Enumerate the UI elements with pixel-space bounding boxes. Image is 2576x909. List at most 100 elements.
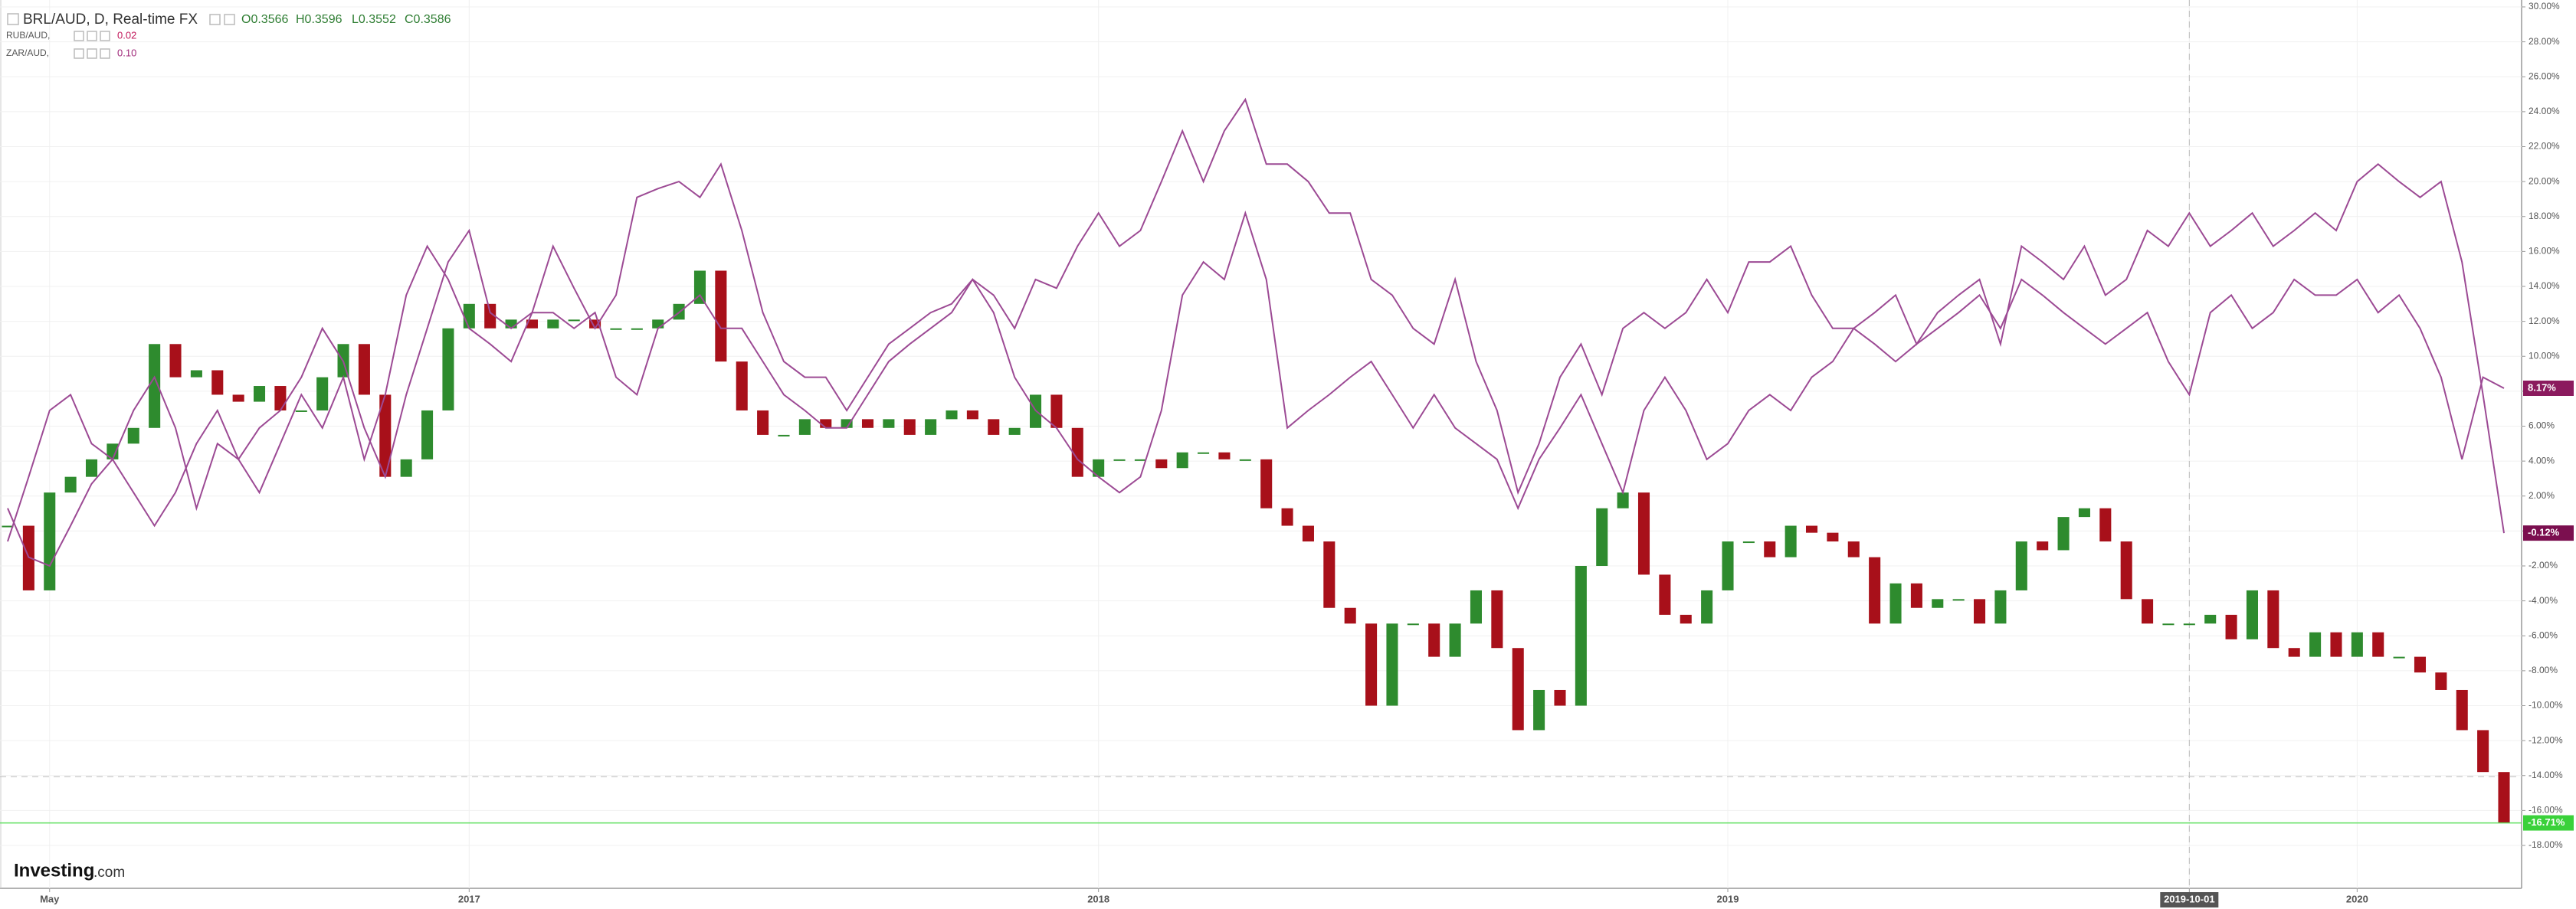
legend-label: RUB/AUD, xyxy=(6,30,50,41)
candle xyxy=(1764,541,1776,557)
candle xyxy=(589,319,601,329)
y-tick-label: 10.00% xyxy=(2528,350,2560,361)
candle xyxy=(211,370,224,395)
x-tick-label: 2019 xyxy=(1717,893,1739,904)
candle xyxy=(861,419,874,428)
candle xyxy=(1952,599,1965,601)
candle xyxy=(798,419,811,435)
legend-button[interactable] xyxy=(209,14,221,25)
candle xyxy=(379,394,392,477)
y-tick-label: 16.00% xyxy=(2528,246,2560,257)
candle xyxy=(1323,541,1336,608)
series-line xyxy=(7,210,2505,567)
candle xyxy=(442,328,454,410)
value-label: -0.12% xyxy=(2528,527,2560,538)
candle xyxy=(1533,689,1545,731)
value-badge xyxy=(2523,815,2574,831)
candle xyxy=(2162,623,2175,626)
y-tick-label: 12.00% xyxy=(2528,316,2560,326)
y-tick-label: -10.00% xyxy=(2528,700,2563,711)
candle xyxy=(2393,656,2405,659)
candle xyxy=(652,319,664,329)
candle xyxy=(254,386,266,402)
candle xyxy=(2435,672,2447,690)
y-tick-label: 6.00% xyxy=(2528,420,2555,431)
y-tick-label: -6.00% xyxy=(2528,629,2558,640)
candle xyxy=(2183,623,2195,626)
candle xyxy=(903,419,916,435)
crosshair-x-badge xyxy=(2160,892,2219,907)
candle xyxy=(1449,623,1461,657)
x-tick-label: 2017 xyxy=(458,893,480,904)
ohlc-value: C0.3586 xyxy=(405,13,451,26)
legend-button[interactable] xyxy=(87,31,97,41)
candle xyxy=(946,410,958,420)
candle xyxy=(2246,590,2258,639)
candle xyxy=(1805,525,1818,533)
value-badge xyxy=(2523,380,2574,396)
x-tick-label: May xyxy=(40,893,60,904)
legend-button[interactable] xyxy=(87,48,97,59)
logo-suffix: .com xyxy=(93,865,125,881)
legend-value: 0.02 xyxy=(117,29,136,41)
value-label: -16.71% xyxy=(2528,816,2565,828)
candle xyxy=(2204,614,2217,624)
candle xyxy=(400,459,412,477)
candle xyxy=(2015,541,2027,590)
ohlc-value: H0.3596 xyxy=(296,13,342,26)
candle xyxy=(274,386,287,410)
x-tick-label: 2020 xyxy=(2346,893,2368,904)
y-tick-label: -12.00% xyxy=(2528,734,2563,745)
legend-button[interactable] xyxy=(224,14,235,25)
candle xyxy=(883,419,895,428)
candle xyxy=(484,303,497,329)
candle xyxy=(1659,574,1671,615)
candle xyxy=(169,344,182,378)
candle xyxy=(1889,583,1902,624)
candle xyxy=(1281,508,1293,526)
legend-button[interactable] xyxy=(74,48,84,59)
candle xyxy=(1680,614,1692,624)
candle xyxy=(547,319,559,329)
candle xyxy=(1218,452,1231,459)
candle xyxy=(925,419,937,435)
y-tick-label: 20.00% xyxy=(2528,175,2560,186)
candle xyxy=(1596,508,1608,566)
series-line xyxy=(7,97,2505,542)
candle xyxy=(2267,590,2279,649)
candle xyxy=(526,319,538,329)
legend-icon[interactable] xyxy=(7,13,19,25)
candle xyxy=(232,394,244,402)
legend-button[interactable] xyxy=(100,31,110,41)
candle xyxy=(778,434,790,437)
candle xyxy=(2057,517,2070,551)
candle xyxy=(1994,590,2007,624)
candle xyxy=(841,419,853,428)
candle xyxy=(1344,607,1356,624)
candle xyxy=(2498,772,2510,823)
candle xyxy=(463,303,475,329)
candle xyxy=(1617,492,1629,508)
candle xyxy=(149,344,161,428)
y-tick-label: -16.00% xyxy=(2528,805,2563,816)
candle xyxy=(1637,492,1650,575)
candle xyxy=(1932,599,1944,608)
legend-button[interactable] xyxy=(100,48,110,59)
candle xyxy=(966,410,978,420)
candle xyxy=(757,410,769,435)
plot-area xyxy=(0,97,2522,824)
legend: BRL/AUD, D, Real-time FX RUB/AUD, ZAR/AU… xyxy=(6,11,451,59)
logo: Investing xyxy=(14,860,94,881)
legend-title: BRL/AUD, D, Real-time FX xyxy=(23,11,198,28)
legend-button[interactable] xyxy=(74,31,84,41)
candle xyxy=(295,410,307,412)
candle xyxy=(85,459,98,477)
value-badge xyxy=(2523,525,2574,541)
x-tick-label: 2018 xyxy=(1087,893,1109,904)
candle xyxy=(1260,459,1273,508)
candle xyxy=(2456,689,2468,731)
y-tick-label: -18.00% xyxy=(2528,839,2563,850)
candle xyxy=(44,492,56,590)
